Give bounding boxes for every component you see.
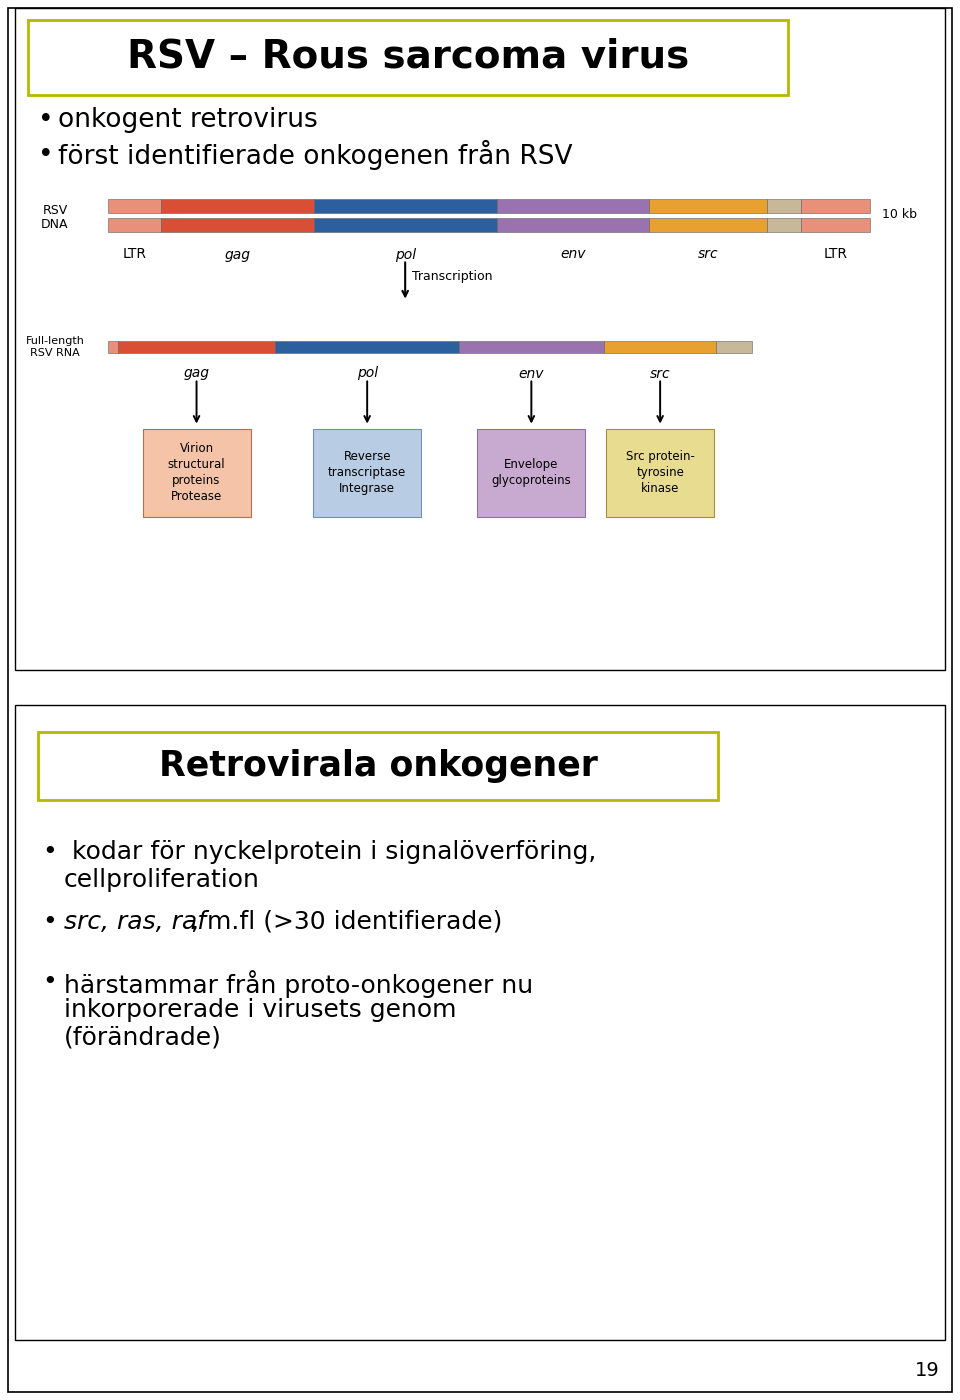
Text: Full-length: Full-length (26, 336, 84, 347)
Text: inkorporerade i virusets genom: inkorporerade i virusets genom (64, 998, 457, 1022)
Bar (802, 199, 870, 213)
Bar (496, 199, 649, 213)
Text: DNA: DNA (41, 217, 69, 231)
Text: Virion
structural
proteins
Protease: Virion structural proteins Protease (168, 442, 226, 503)
Bar (15, 706, 945, 1340)
Bar (161, 217, 314, 231)
Text: cellproliferation: cellproliferation (64, 868, 260, 892)
Text: 10 kb: 10 kb (882, 209, 917, 221)
Bar (314, 199, 496, 213)
Text: gag: gag (225, 248, 251, 262)
Text: src: src (650, 367, 670, 381)
Bar (802, 217, 870, 231)
Bar (108, 199, 161, 213)
Bar (38, 732, 718, 799)
Text: Envelope
glycoproteins: Envelope glycoproteins (492, 458, 571, 487)
Text: , m.fl (>30 identifierade): , m.fl (>30 identifierade) (191, 910, 503, 934)
Text: •: • (42, 840, 57, 864)
Bar (313, 428, 421, 517)
Text: först identifierade onkogenen från RSV: först identifierade onkogenen från RSV (58, 140, 572, 169)
Text: LTR: LTR (123, 248, 147, 262)
Text: LTR: LTR (824, 248, 848, 262)
Bar (767, 217, 802, 231)
Text: Reverse
transcriptase
Integrase: Reverse transcriptase Integrase (328, 449, 406, 496)
Bar (161, 199, 314, 213)
Text: härstammar från proto-onkogener nu: härstammar från proto-onkogener nu (64, 970, 533, 998)
Text: pol: pol (395, 248, 416, 262)
Text: pol: pol (356, 367, 377, 381)
Text: Retrovirala onkogener: Retrovirala onkogener (158, 749, 597, 783)
Text: •: • (42, 970, 57, 994)
Text: src: src (698, 248, 718, 262)
Text: env: env (560, 248, 586, 262)
Bar (716, 340, 752, 353)
Text: RSV RNA: RSV RNA (30, 349, 80, 358)
Text: env: env (518, 367, 544, 381)
Bar (477, 428, 586, 517)
Text: kodar för nyckelprotein i signalöverföring,: kodar för nyckelprotein i signalöverföri… (64, 840, 596, 864)
Text: Src protein-
tyrosine
kinase: Src protein- tyrosine kinase (626, 449, 695, 496)
Text: •: • (42, 910, 57, 934)
Text: onkogent retrovirus: onkogent retrovirus (58, 106, 318, 133)
Bar (108, 340, 118, 353)
Text: RSV – Rous sarcoma virus: RSV – Rous sarcoma virus (127, 38, 689, 76)
Text: •: • (38, 106, 54, 133)
Bar (108, 217, 161, 231)
Bar (496, 217, 649, 231)
Bar (142, 428, 251, 517)
Text: (förändrade): (förändrade) (64, 1026, 222, 1050)
Bar (118, 340, 276, 353)
Bar (606, 428, 714, 517)
Bar (314, 217, 496, 231)
Text: src, ras, raf: src, ras, raf (64, 910, 206, 934)
Text: gag: gag (183, 367, 209, 381)
Bar (459, 340, 604, 353)
Bar (28, 20, 788, 95)
Bar (649, 217, 767, 231)
Bar (767, 199, 802, 213)
Bar (276, 340, 459, 353)
Text: 19: 19 (915, 1361, 940, 1379)
Bar (649, 199, 767, 213)
Bar (604, 340, 716, 353)
Text: RSV: RSV (42, 203, 67, 217)
Text: •: • (38, 141, 54, 168)
Bar (15, 8, 945, 671)
Text: Transcription: Transcription (412, 270, 492, 283)
